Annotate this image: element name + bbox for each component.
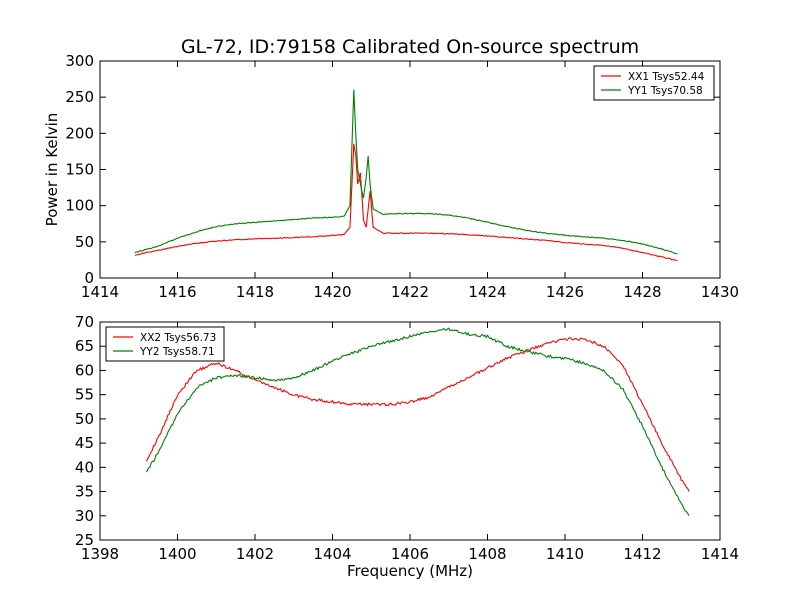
- x-tick-label: 1412: [623, 545, 661, 563]
- chart-title: GL-72, ID:79158 Calibrated On-source spe…: [181, 36, 639, 58]
- x-tick-label: 1418: [236, 283, 274, 301]
- x-tick-label: 1428: [623, 283, 661, 301]
- legend-label-2: YY1 Tsys70.58: [627, 85, 703, 97]
- x-tick-label: 1416: [158, 283, 196, 301]
- series-line-2: [134, 89, 678, 255]
- x-tick-label: 1430: [701, 283, 739, 301]
- y-tick-label: 0: [84, 269, 94, 287]
- x-tick-label: 1410: [546, 545, 584, 563]
- y-tick-label: 60: [75, 361, 94, 379]
- y-axis-label: Power in Kelvin: [43, 113, 61, 227]
- x-tick-label: 1424: [468, 283, 506, 301]
- y-tick-label: 65: [75, 337, 94, 355]
- x-tick-label: 1422: [391, 283, 429, 301]
- y-tick-label: 150: [65, 161, 94, 179]
- y-tick-label: 200: [65, 124, 94, 142]
- y-tick-label: 300: [65, 52, 94, 70]
- series-line-1: [134, 143, 678, 262]
- y-tick-label: 35: [75, 483, 94, 501]
- x-tick-label: 1414: [701, 545, 739, 563]
- y-tick-label: 45: [75, 434, 94, 452]
- y-tick-label: 55: [75, 386, 94, 404]
- top-plot: 1414 1416 1418 1420 1422 1424 1426 1428 1430 0 50 1…: [43, 52, 739, 301]
- y-tick-label: 50: [75, 410, 94, 428]
- y-tick-label: 50: [75, 233, 94, 251]
- y-tick-label: 30: [75, 507, 94, 525]
- legend-label-1: XX2 Tsys56.73: [140, 332, 216, 344]
- x-tick-label: 1420: [313, 283, 351, 301]
- y-tick-label: 25: [75, 531, 94, 549]
- x-tick-label: 1414: [81, 283, 119, 301]
- series-line-2: [146, 327, 690, 517]
- y-tick-label: 40: [75, 458, 94, 476]
- x-tick-label: 1408: [468, 545, 506, 563]
- y-tick-label: 250: [65, 88, 94, 106]
- x-tick-label: 1398: [81, 545, 119, 563]
- legend-label-1: XX1 Tsys52.44: [628, 71, 705, 83]
- x-axis-label: Frequency (MHz): [347, 562, 473, 580]
- x-tick-label: 1400: [158, 545, 196, 563]
- x-tick-label: 1406: [391, 545, 429, 563]
- y-tick-label: 100: [65, 197, 94, 215]
- x-tick-label: 1426: [546, 283, 584, 301]
- legend-label-2: YY2 Tsys58.71: [139, 346, 215, 358]
- legend-box: [593, 65, 715, 101]
- x-tick-label: 1402: [236, 545, 274, 563]
- x-tick-label: 1404: [313, 545, 351, 563]
- series-line-1: [145, 337, 690, 492]
- legend: XX2 Tsys56.73 YY2 Tsys58.71: [105, 326, 225, 362]
- bottom-plot: 1398 1400 1402 1404 1406 1408 1410 1412 1414 25 30…: [75, 313, 739, 580]
- y-tick-label: 70: [75, 313, 94, 331]
- legend: XX1 Tsys52.44 YY1 Tsys70.58: [593, 65, 715, 101]
- legend-box: [105, 326, 225, 362]
